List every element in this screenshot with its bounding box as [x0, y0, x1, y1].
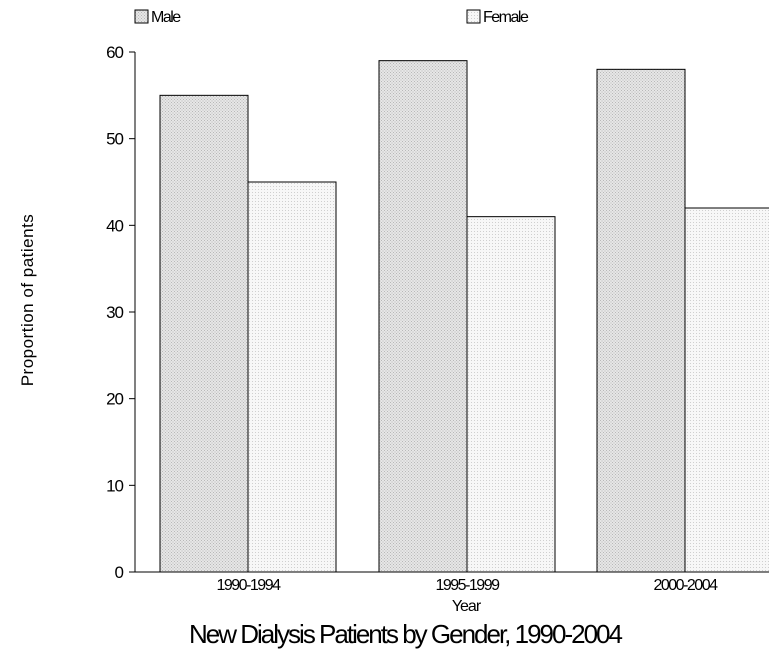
y-tick-label: 50 — [106, 130, 123, 149]
x-tick-label: 1995-1999 — [435, 577, 500, 594]
bar-male-1990-1994 — [159, 94, 249, 573]
y-tick-label: 10 — [106, 476, 123, 495]
y-tick-label: 0 — [115, 563, 124, 582]
legend-swatch-female — [466, 9, 481, 24]
y-tick-label: 30 — [106, 303, 123, 322]
bar-male-1995-1999 — [378, 60, 468, 573]
legend: Male Female — [134, 9, 530, 26]
bar-female-1990-1994 — [247, 181, 337, 573]
x-axis: 1990-1994 1995-1999 2000-2004 — [135, 571, 769, 594]
x-tick-label: 1990-1994 — [216, 577, 281, 594]
x-axis-title: Year — [452, 598, 482, 615]
legend-swatch-male — [134, 9, 149, 24]
y-tick-label: 20 — [106, 390, 123, 409]
legend-label-female: Female — [483, 9, 529, 26]
x-tick-label: 2000-2004 — [653, 577, 718, 594]
bar-female-1995-1999 — [466, 216, 556, 573]
legend-label-male: Male — [151, 9, 181, 26]
y-axis-title: Proportion of patients — [18, 214, 37, 387]
y-axis: 0 10 20 30 40 50 60 — [106, 43, 136, 582]
bar-male-2000-2004 — [596, 68, 686, 573]
bar-female-2000-2004 — [684, 207, 769, 573]
chart-title: New Dialysis Patients by Gender, 1990-20… — [189, 619, 622, 649]
y-tick-label: 60 — [106, 43, 123, 62]
y-tick-label: 40 — [106, 216, 123, 235]
bars — [159, 60, 769, 573]
